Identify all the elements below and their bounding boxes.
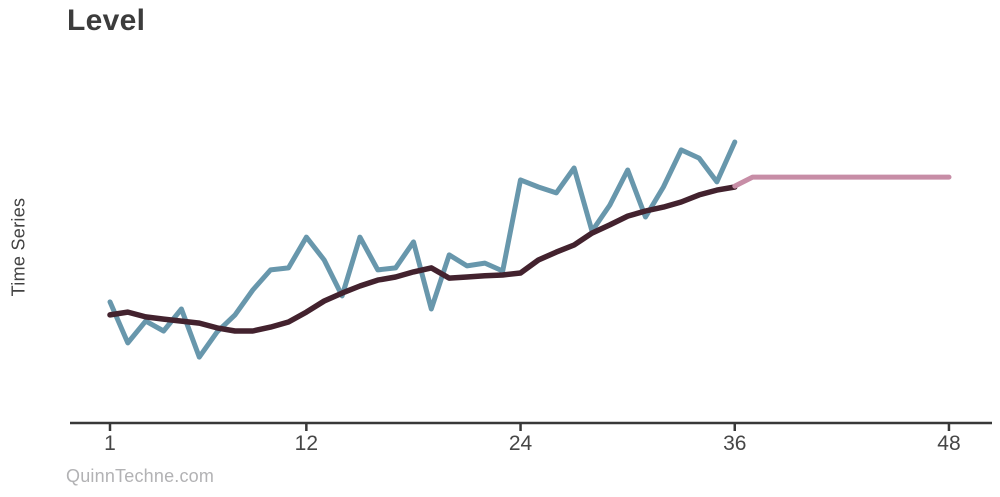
smoothed-level-series-line [107,184,738,334]
x-tick-label-48: 48 [937,432,960,455]
x-tick-label-12: 12 [295,432,318,455]
forecast-series-line [732,174,952,189]
observed-series-line [107,139,738,360]
x-tick-label-1: 1 [104,432,116,455]
x-tick-label-24: 24 [509,432,533,455]
watermark: QuinnTechne.com [66,466,215,486]
chart-title: Level [67,4,146,37]
x-tick-label-36: 36 [723,432,746,455]
